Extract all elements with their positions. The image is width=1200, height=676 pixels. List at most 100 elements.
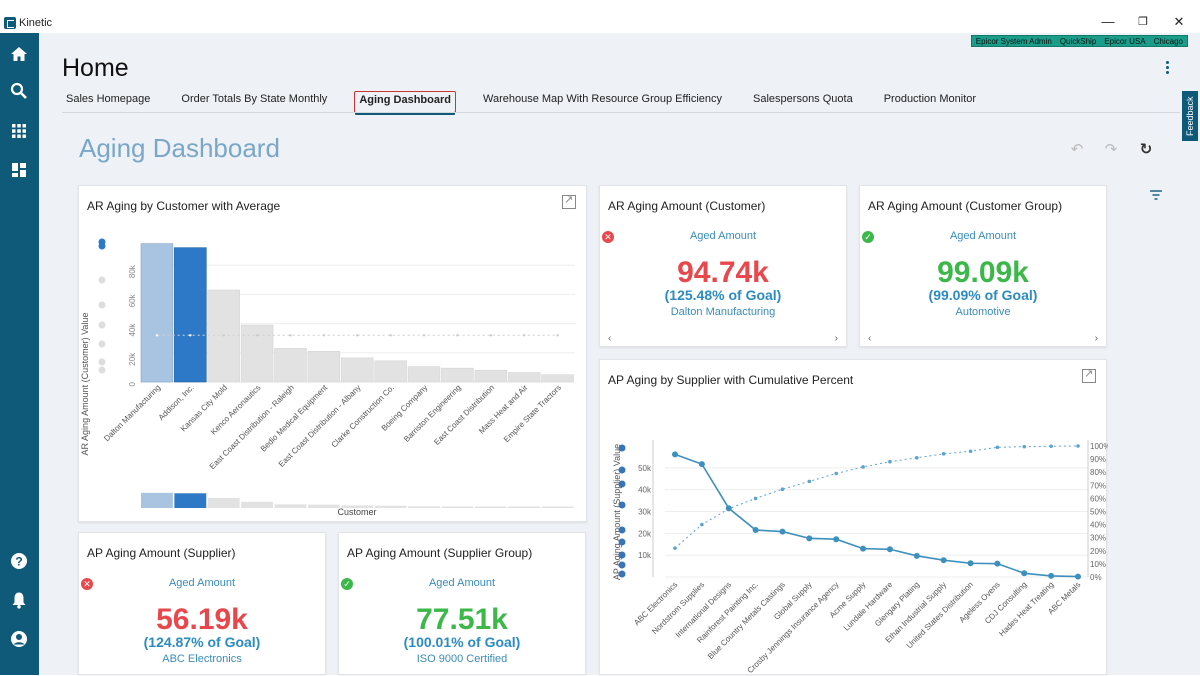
kpi-value: 77.51k: [416, 603, 508, 636]
context-company[interactable]: Epicor USA: [1104, 37, 1146, 46]
apps-grid-icon[interactable]: [9, 121, 29, 141]
x-tick-label: Barriston Engineering: [402, 383, 463, 444]
average-point: [255, 334, 259, 337]
prev-arrow-icon[interactable]: ‹: [868, 333, 872, 344]
cumulative-percent-line: [674, 445, 1079, 549]
kpi-goal-percent: (100.01% of Goal): [403, 634, 521, 650]
tab-salespersons-quota[interactable]: Salespersons Quota: [753, 93, 853, 105]
y2-tick-label: 50%: [1090, 508, 1106, 517]
legend-dot: [618, 466, 626, 474]
kpi-title: AR Aging Amount (Customer Group): [868, 199, 1063, 213]
tab-order-totals[interactable]: Order Totals By State Monthly: [181, 93, 328, 105]
aging-point: [725, 505, 732, 512]
y-tick-label: 0: [128, 381, 137, 386]
y2-tick-label: 60%: [1090, 494, 1106, 503]
aging-point: [698, 461, 705, 468]
maximize-button[interactable]: ❐: [1138, 16, 1148, 28]
tab-warehouse-map[interactable]: Warehouse Map With Resource Group Effici…: [482, 93, 723, 105]
cumulative-point: [753, 496, 758, 501]
next-arrow-icon[interactable]: ›: [1094, 333, 1098, 344]
context-user[interactable]: Epicor System Admin: [975, 37, 1052, 46]
ap-aging-chart-card: AP Aging by Supplier with Cumulative Per…: [599, 359, 1108, 675]
average-point: [322, 334, 326, 337]
dashboard-title: Aging Dashboard: [79, 133, 280, 163]
search-icon[interactable]: [9, 81, 29, 101]
aging-point: [806, 535, 813, 542]
app-name: Kinetic: [19, 17, 53, 29]
sidebar: ?: [0, 33, 39, 675]
expand-icon[interactable]: [1082, 367, 1096, 383]
average-point: [356, 334, 359, 337]
y2-tick-label: 20%: [1090, 547, 1106, 556]
legend-dot: [618, 526, 626, 534]
aging-point: [860, 545, 867, 552]
filter-icon[interactable]: [1148, 187, 1164, 203]
ar-aging-chart-card: AR Aging by Customer with Average AR Agi…: [78, 185, 587, 522]
expand-icon[interactable]: [562, 193, 576, 209]
kpi-entity-name: ABC Electronics: [162, 653, 242, 665]
legend-dot: [618, 501, 626, 509]
y-tick-label: 20k: [638, 529, 652, 538]
help-icon[interactable]: ?: [9, 551, 29, 571]
refresh-icon[interactable]: ↻: [1139, 141, 1153, 158]
cumulative-point: [807, 479, 812, 484]
redo-icon[interactable]: ↷: [1104, 141, 1118, 158]
feedback-button[interactable]: Feedback: [1182, 91, 1198, 141]
legend-dot: [98, 301, 106, 309]
prev-arrow-icon[interactable]: ‹: [608, 333, 612, 344]
kpi-subtitle: Aged Amount: [168, 577, 236, 589]
tab-sales-homepage[interactable]: Sales Homepage: [66, 93, 151, 105]
legend-dot: [618, 551, 626, 559]
average-point: [556, 334, 559, 337]
cumulative-point: [888, 459, 892, 464]
legend-dot: [618, 538, 626, 546]
tab-divider: [62, 112, 1180, 113]
chart-title: AR Aging by Customer with Average: [87, 199, 281, 213]
home-icon[interactable]: [9, 44, 29, 64]
next-arrow-icon[interactable]: ›: [834, 333, 838, 344]
bell-icon[interactable]: [9, 590, 29, 610]
kpi-entity-name: Automotive: [955, 306, 1011, 318]
kpi-value: 99.09k: [937, 256, 1029, 289]
alert-status-icon: ✕: [81, 578, 93, 590]
dashboard-icon[interactable]: [9, 160, 29, 180]
y2-tick-label: 0%: [1090, 573, 1102, 582]
more-options-icon[interactable]: [1166, 61, 1170, 75]
average-point: [222, 334, 225, 337]
x-tick-label: Lundale Hardware: [842, 580, 895, 633]
navigator-bar: [274, 504, 307, 508]
x-tick-label: Bedio Medical Equipment: [259, 383, 330, 454]
svg-text:?: ?: [15, 555, 22, 569]
context-bar: Epicor System Admin QuickShip Epicor USA…: [970, 35, 1188, 47]
legend-dot: [98, 340, 106, 348]
average-point: [155, 334, 159, 337]
navigator-bar: [174, 493, 207, 508]
y2-tick-label: 80%: [1090, 468, 1106, 477]
user-icon[interactable]: [9, 629, 29, 649]
bar: [140, 243, 174, 383]
cumulative-point: [915, 455, 919, 460]
dashboard-tabs: Sales Homepage Order Totals By State Mon…: [62, 91, 1003, 113]
kpi-goal-percent: (99.09% of Goal): [928, 287, 1038, 303]
cumulative-point: [1049, 444, 1053, 449]
aging-point: [752, 527, 759, 534]
y-tick-label: 40k: [638, 486, 652, 495]
chart-title: AP Aging by Supplier with Cumulative Per…: [608, 373, 854, 387]
average-point: [456, 334, 459, 337]
average-point: [489, 334, 492, 337]
close-button[interactable]: ✕: [1173, 14, 1185, 29]
tab-aging-dashboard[interactable]: Aging Dashboard: [354, 91, 456, 113]
cumulative-point: [834, 471, 838, 476]
y-tick-label: 10k: [638, 551, 652, 560]
average-point: [389, 334, 392, 337]
minimize-button[interactable]: —: [1101, 14, 1115, 29]
context-workstation[interactable]: QuickShip: [1059, 37, 1097, 46]
legend-dot: [98, 242, 106, 250]
navigator-bar: [441, 506, 474, 508]
undo-icon[interactable]: ↶: [1070, 141, 1084, 158]
context-site[interactable]: Chicago: [1153, 37, 1183, 46]
tab-production-monitor[interactable]: Production Monitor: [883, 93, 977, 105]
cumulative-point: [1022, 444, 1027, 449]
legend-dot: [98, 321, 106, 329]
cumulative-point: [673, 546, 677, 550]
